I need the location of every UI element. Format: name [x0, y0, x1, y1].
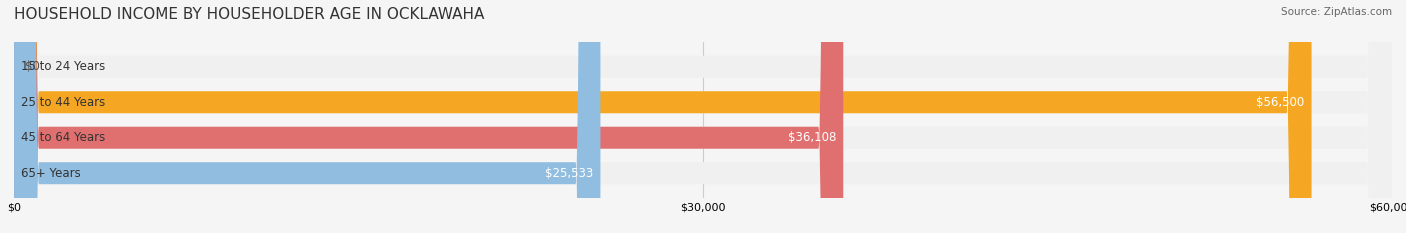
FancyBboxPatch shape	[14, 0, 1392, 233]
Text: $25,533: $25,533	[546, 167, 593, 180]
Text: 65+ Years: 65+ Years	[21, 167, 80, 180]
Text: 45 to 64 Years: 45 to 64 Years	[21, 131, 105, 144]
Text: $36,108: $36,108	[787, 131, 837, 144]
FancyBboxPatch shape	[14, 0, 600, 233]
FancyBboxPatch shape	[14, 0, 1392, 233]
Text: $56,500: $56,500	[1257, 96, 1305, 109]
FancyBboxPatch shape	[14, 0, 1392, 233]
Text: 15 to 24 Years: 15 to 24 Years	[21, 60, 105, 73]
FancyBboxPatch shape	[14, 0, 1392, 233]
FancyBboxPatch shape	[14, 0, 1312, 233]
Text: HOUSEHOLD INCOME BY HOUSEHOLDER AGE IN OCKLAWAHA: HOUSEHOLD INCOME BY HOUSEHOLDER AGE IN O…	[14, 7, 485, 22]
Text: 25 to 44 Years: 25 to 44 Years	[21, 96, 105, 109]
Text: Source: ZipAtlas.com: Source: ZipAtlas.com	[1281, 7, 1392, 17]
Text: $0: $0	[25, 60, 39, 73]
FancyBboxPatch shape	[14, 0, 844, 233]
